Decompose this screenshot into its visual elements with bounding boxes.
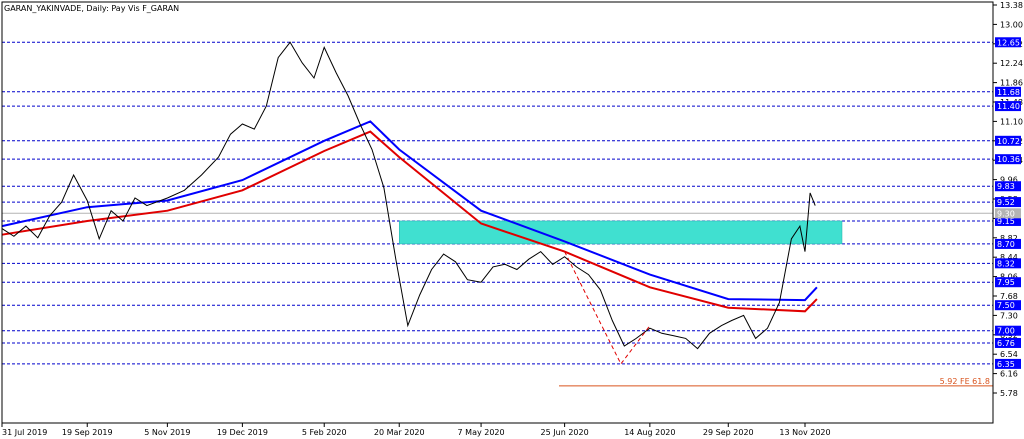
level-badge xyxy=(995,258,1021,269)
chart-title: GARAN_YAKINVADE, Daily: Pay Vis F_GARAN xyxy=(4,4,179,13)
x-tick-label: 20 Mar 2020 xyxy=(374,428,425,437)
level-badge xyxy=(995,154,1021,165)
x-tick-label: 29 Sep 2020 xyxy=(703,428,754,437)
plot-frame xyxy=(1,1,994,424)
projection-line xyxy=(564,251,651,365)
level-badge-label: 8.32 xyxy=(997,259,1015,268)
y-tick-label: 11.86 xyxy=(1000,79,1023,88)
x-tick-label: 19 Sep 2019 xyxy=(62,428,113,437)
level-badge-label: 9.15 xyxy=(997,217,1015,226)
y-tick-label: 5.78 xyxy=(1000,389,1018,398)
y-tick-label: 8.06 xyxy=(1000,273,1018,282)
level-badge-label: 7.00 xyxy=(997,327,1015,336)
fib-layer: 5.92 FE 61.8 xyxy=(559,377,993,387)
fib-label: 5.92 FE 61.8 xyxy=(940,377,990,386)
level-badge xyxy=(995,197,1021,208)
x-tick-label: 25 Jun 2020 xyxy=(541,428,589,437)
y-tick-label: 8.82 xyxy=(1000,234,1018,243)
y-tick-label: 8.44 xyxy=(1000,253,1018,262)
level-badge-label: 11.68 xyxy=(997,88,1020,97)
current-price-label: 9.30 xyxy=(997,209,1015,218)
demand-zone xyxy=(398,220,843,245)
level-badge-label: 7.95 xyxy=(997,278,1015,287)
y-tick-label: 7.68 xyxy=(1000,292,1018,301)
level-badge xyxy=(995,86,1021,97)
level-badge-label: 7.50 xyxy=(997,301,1015,310)
level-badges: 12.65 11.68 11.40 10.72 10.36 9.83 9.52 9.15 8.7… xyxy=(995,37,1021,369)
level-badge-label: 11.40 xyxy=(997,102,1020,111)
zone-layer xyxy=(398,220,843,245)
y-tick-label: 6.16 xyxy=(1000,370,1018,379)
x-tick-label: 14 Aug 2020 xyxy=(624,428,675,437)
series-line-2 xyxy=(1,41,816,350)
level-badge xyxy=(995,135,1021,146)
x-tick-label: 19 Dec 2019 xyxy=(217,428,268,437)
level-badge-label: 6.35 xyxy=(997,360,1015,369)
level-badge xyxy=(995,300,1021,311)
level-badge xyxy=(995,101,1021,112)
level-badge-label: 9.52 xyxy=(997,198,1015,207)
y-tick-label: 13.00 xyxy=(1000,20,1023,29)
level-badge xyxy=(995,358,1021,369)
chart-grid xyxy=(2,41,993,365)
level-badge-label: 10.72 xyxy=(997,137,1020,146)
level-badge xyxy=(995,215,1021,226)
level-badge-label: 8.70 xyxy=(997,240,1015,249)
level-badge xyxy=(995,277,1021,288)
series-layer xyxy=(1,41,818,365)
y-tick-label: 11.10 xyxy=(1000,117,1023,126)
level-badge xyxy=(995,181,1021,192)
x-tick-label: 5 Nov 2019 xyxy=(144,428,190,437)
y-tick-label: 6.54 xyxy=(1000,350,1018,359)
y-tick-label: 9.96 xyxy=(1000,176,1018,185)
level-badge-label: 9.83 xyxy=(997,182,1015,191)
level-badge-label: 12.65 xyxy=(997,38,1020,47)
x-tick-label: 7 May 2020 xyxy=(458,428,505,437)
level-badge-label: 6.76 xyxy=(997,339,1015,348)
level-badge-label: 10.36 xyxy=(997,155,1020,164)
level-badge xyxy=(995,337,1021,348)
x-tick-label: 5 Feb 2020 xyxy=(302,428,347,437)
level-badge xyxy=(995,37,1021,48)
x-tick-label: 31 Jul 2019 xyxy=(2,428,47,437)
y-tick-label: 12.24 xyxy=(1000,59,1023,68)
series-line-1 xyxy=(1,130,818,313)
x-tick-label: 13 Nov 2020 xyxy=(779,428,830,437)
y-tick-label: 7.30 xyxy=(1000,311,1018,320)
series-line-0 xyxy=(1,120,818,302)
y-tick-label: 13.38 xyxy=(1000,1,1023,10)
level-badge xyxy=(995,325,1021,336)
current-price-badge xyxy=(995,208,1021,219)
level-badge xyxy=(995,238,1021,249)
x-tick-labels: 31 Jul 2019 19 Sep 2019 5 Nov 2019 19 Dec 2… xyxy=(2,428,831,437)
